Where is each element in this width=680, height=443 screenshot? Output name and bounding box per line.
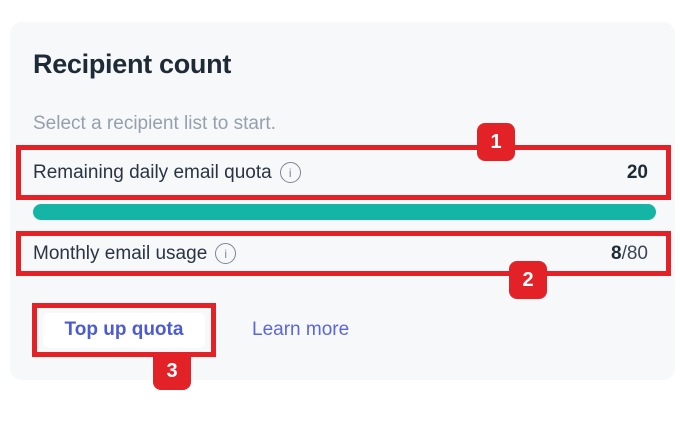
monthly-usage-used: 8: [611, 242, 622, 264]
monthly-usage-label: Monthly email usage: [33, 242, 208, 264]
learn-more-link[interactable]: Learn more: [252, 319, 350, 340]
annotation-box-1-daily-quota-row: Remaining daily email quota i 20: [16, 145, 671, 200]
annotation-badge-1: 1: [477, 123, 515, 161]
monthly-usage-limit: /80: [621, 242, 648, 264]
annotation-box-2-monthly-usage-row: Monthly email usage i 8/80: [16, 231, 671, 276]
page-title: Recipient count: [33, 49, 232, 79]
monthly-usage-value: 8/80: [611, 243, 648, 265]
annotation-badge-2: 2: [509, 261, 547, 299]
recipient-count-card: Recipient count Select a recipient list …: [10, 22, 675, 380]
info-icon[interactable]: i: [215, 243, 237, 264]
annotation-box-3-top-up-button: Top up quota: [32, 303, 216, 357]
top-up-quota-button[interactable]: Top up quota: [43, 312, 205, 348]
daily-quota-label: Remaining daily email quota: [33, 161, 272, 183]
daily-quota-value: 20: [626, 161, 648, 183]
annotation-badge-3: 3: [153, 352, 191, 390]
daily-quota-progress-bar: [33, 204, 656, 220]
info-icon[interactable]: i: [279, 162, 301, 183]
subtitle-hint: Select a recipient list to start.: [33, 113, 276, 134]
